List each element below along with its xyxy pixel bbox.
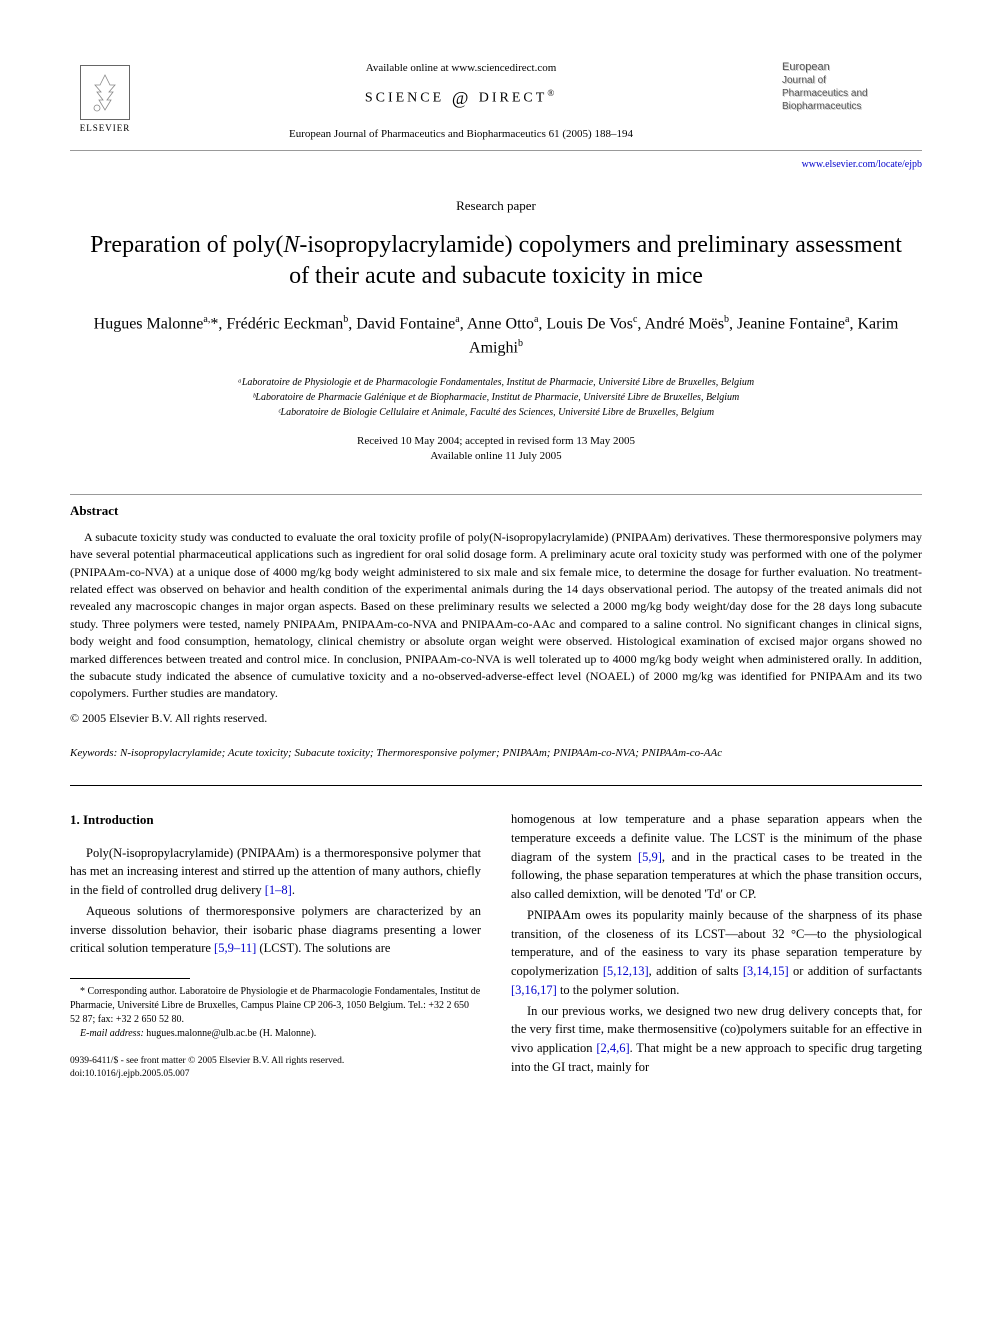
keywords: Keywords: N-isopropylacrylamide; Acute t…: [70, 745, 922, 762]
column-left: 1. Introduction Poly(N-isopropylacrylami…: [70, 810, 481, 1080]
abstract-body: A subacute toxicity study was conducted …: [70, 529, 922, 703]
journal-title-box: European Journal of Pharmaceutics and Bi…: [782, 60, 922, 113]
article-type: Research paper: [70, 196, 922, 216]
elsevier-logo: ELSEVIER: [70, 60, 140, 140]
affil-b: ᵇLaboratoire de Pharmacie Galénique et d…: [70, 390, 922, 405]
header-row: ELSEVIER Available online at www.science…: [70, 60, 922, 142]
corresponding-author-footnote: * Corresponding author. Laboratoire de P…: [70, 985, 481, 1041]
science-direct-logo: SCIENCE @ DIRECT®: [140, 85, 782, 112]
footer-info: 0939-6411/$ - see front matter © 2005 El…: [70, 1055, 481, 1080]
article-title: Preparation of poly(N-isopropylacrylamid…: [70, 230, 922, 292]
affil-c: ᶜLaboratoire de Biologie Cellulaire et A…: [70, 405, 922, 420]
ref-link-5-9-11[interactable]: [5,9–11]: [214, 941, 256, 955]
intro-p4: In our previous works, we designed two n…: [511, 1002, 922, 1077]
abstract-rule-bottom: [70, 785, 922, 786]
abstract-copyright: © 2005 Elsevier B.V. All rights reserved…: [70, 709, 922, 727]
ref-link-2-4-6[interactable]: [2,4,6]: [596, 1041, 629, 1055]
footer-doi: doi:10.1016/j.ejpb.2005.05.007: [70, 1068, 481, 1080]
ref-link-5-12-13[interactable]: [5,12,13]: [603, 964, 649, 978]
column-right: homogenous at low temperature and a phas…: [511, 810, 922, 1080]
jbox-l4: Biopharmaceutics: [782, 100, 922, 113]
body-columns: 1. Introduction Poly(N-isopropylacrylami…: [70, 810, 922, 1080]
ref-link-3-14-15[interactable]: [3,14,15]: [743, 964, 789, 978]
jbox-l2: Journal of: [782, 74, 922, 87]
elsevier-text: ELSEVIER: [80, 122, 131, 136]
intro-heading: 1. Introduction: [70, 810, 481, 830]
journal-reference: European Journal of Pharmaceutics and Bi…: [140, 126, 782, 143]
abstract-text: A subacute toxicity study was conducted …: [70, 529, 922, 703]
abstract-heading: Abstract: [70, 501, 922, 521]
sd-part2: DIRECT: [479, 90, 548, 105]
sd-at-icon: @: [444, 88, 479, 108]
header-rule: [70, 150, 922, 151]
journal-url-link[interactable]: www.elsevier.com/locate/ejpb: [70, 157, 922, 172]
article-dates: Received 10 May 2004; accepted in revise…: [70, 434, 922, 465]
keywords-label: Keywords:: [70, 747, 117, 759]
ref-link-5-9[interactable]: [5,9]: [638, 850, 662, 864]
keywords-text: N-isopropylacrylamide; Acute toxicity; S…: [120, 747, 722, 759]
ref-link-1-8[interactable]: [1–8]: [265, 883, 292, 897]
abstract-rule-top: [70, 494, 922, 495]
elsevier-tree-icon: [80, 65, 130, 120]
intro-p3: PNIPAAm owes its popularity mainly becau…: [511, 906, 922, 1000]
jbox-l3: Pharmaceutics and: [782, 87, 922, 100]
affiliations: ᵃLaboratoire de Physiologie et de Pharma…: [70, 375, 922, 420]
affil-a: ᵃLaboratoire de Physiologie et de Pharma…: [70, 375, 922, 390]
intro-p1: Poly(N-isopropylacrylamide) (PNIPAAm) is…: [70, 844, 481, 900]
intro-p2-cont: homogenous at low temperature and a phas…: [511, 810, 922, 904]
jbox-l1: European: [782, 60, 922, 74]
header-center: Available online at www.sciencedirect.co…: [140, 60, 782, 142]
ref-link-3-16-17[interactable]: [3,16,17]: [511, 983, 557, 997]
footnote-separator: [70, 978, 190, 979]
dates-online: Available online 11 July 2005: [70, 449, 922, 464]
authors-list: Hugues Malonnea,*, Frédéric Eeckmanb, Da…: [70, 312, 922, 361]
email-address[interactable]: hugues.malonne@ulb.ac.be (H. Malonne).: [146, 1028, 316, 1039]
intro-p2: Aqueous solutions of thermoresponsive po…: [70, 902, 481, 958]
footer-front-matter: 0939-6411/$ - see front matter © 2005 El…: [70, 1055, 481, 1067]
available-online-text: Available online at www.sciencedirect.co…: [140, 60, 782, 77]
footnote-email: E-mail address: hugues.malonne@ulb.ac.be…: [70, 1027, 481, 1041]
dates-received: Received 10 May 2004; accepted in revise…: [70, 434, 922, 449]
sd-part1: SCIENCE: [365, 90, 444, 105]
footnote-corr: * Corresponding author. Laboratoire de P…: [70, 985, 481, 1027]
